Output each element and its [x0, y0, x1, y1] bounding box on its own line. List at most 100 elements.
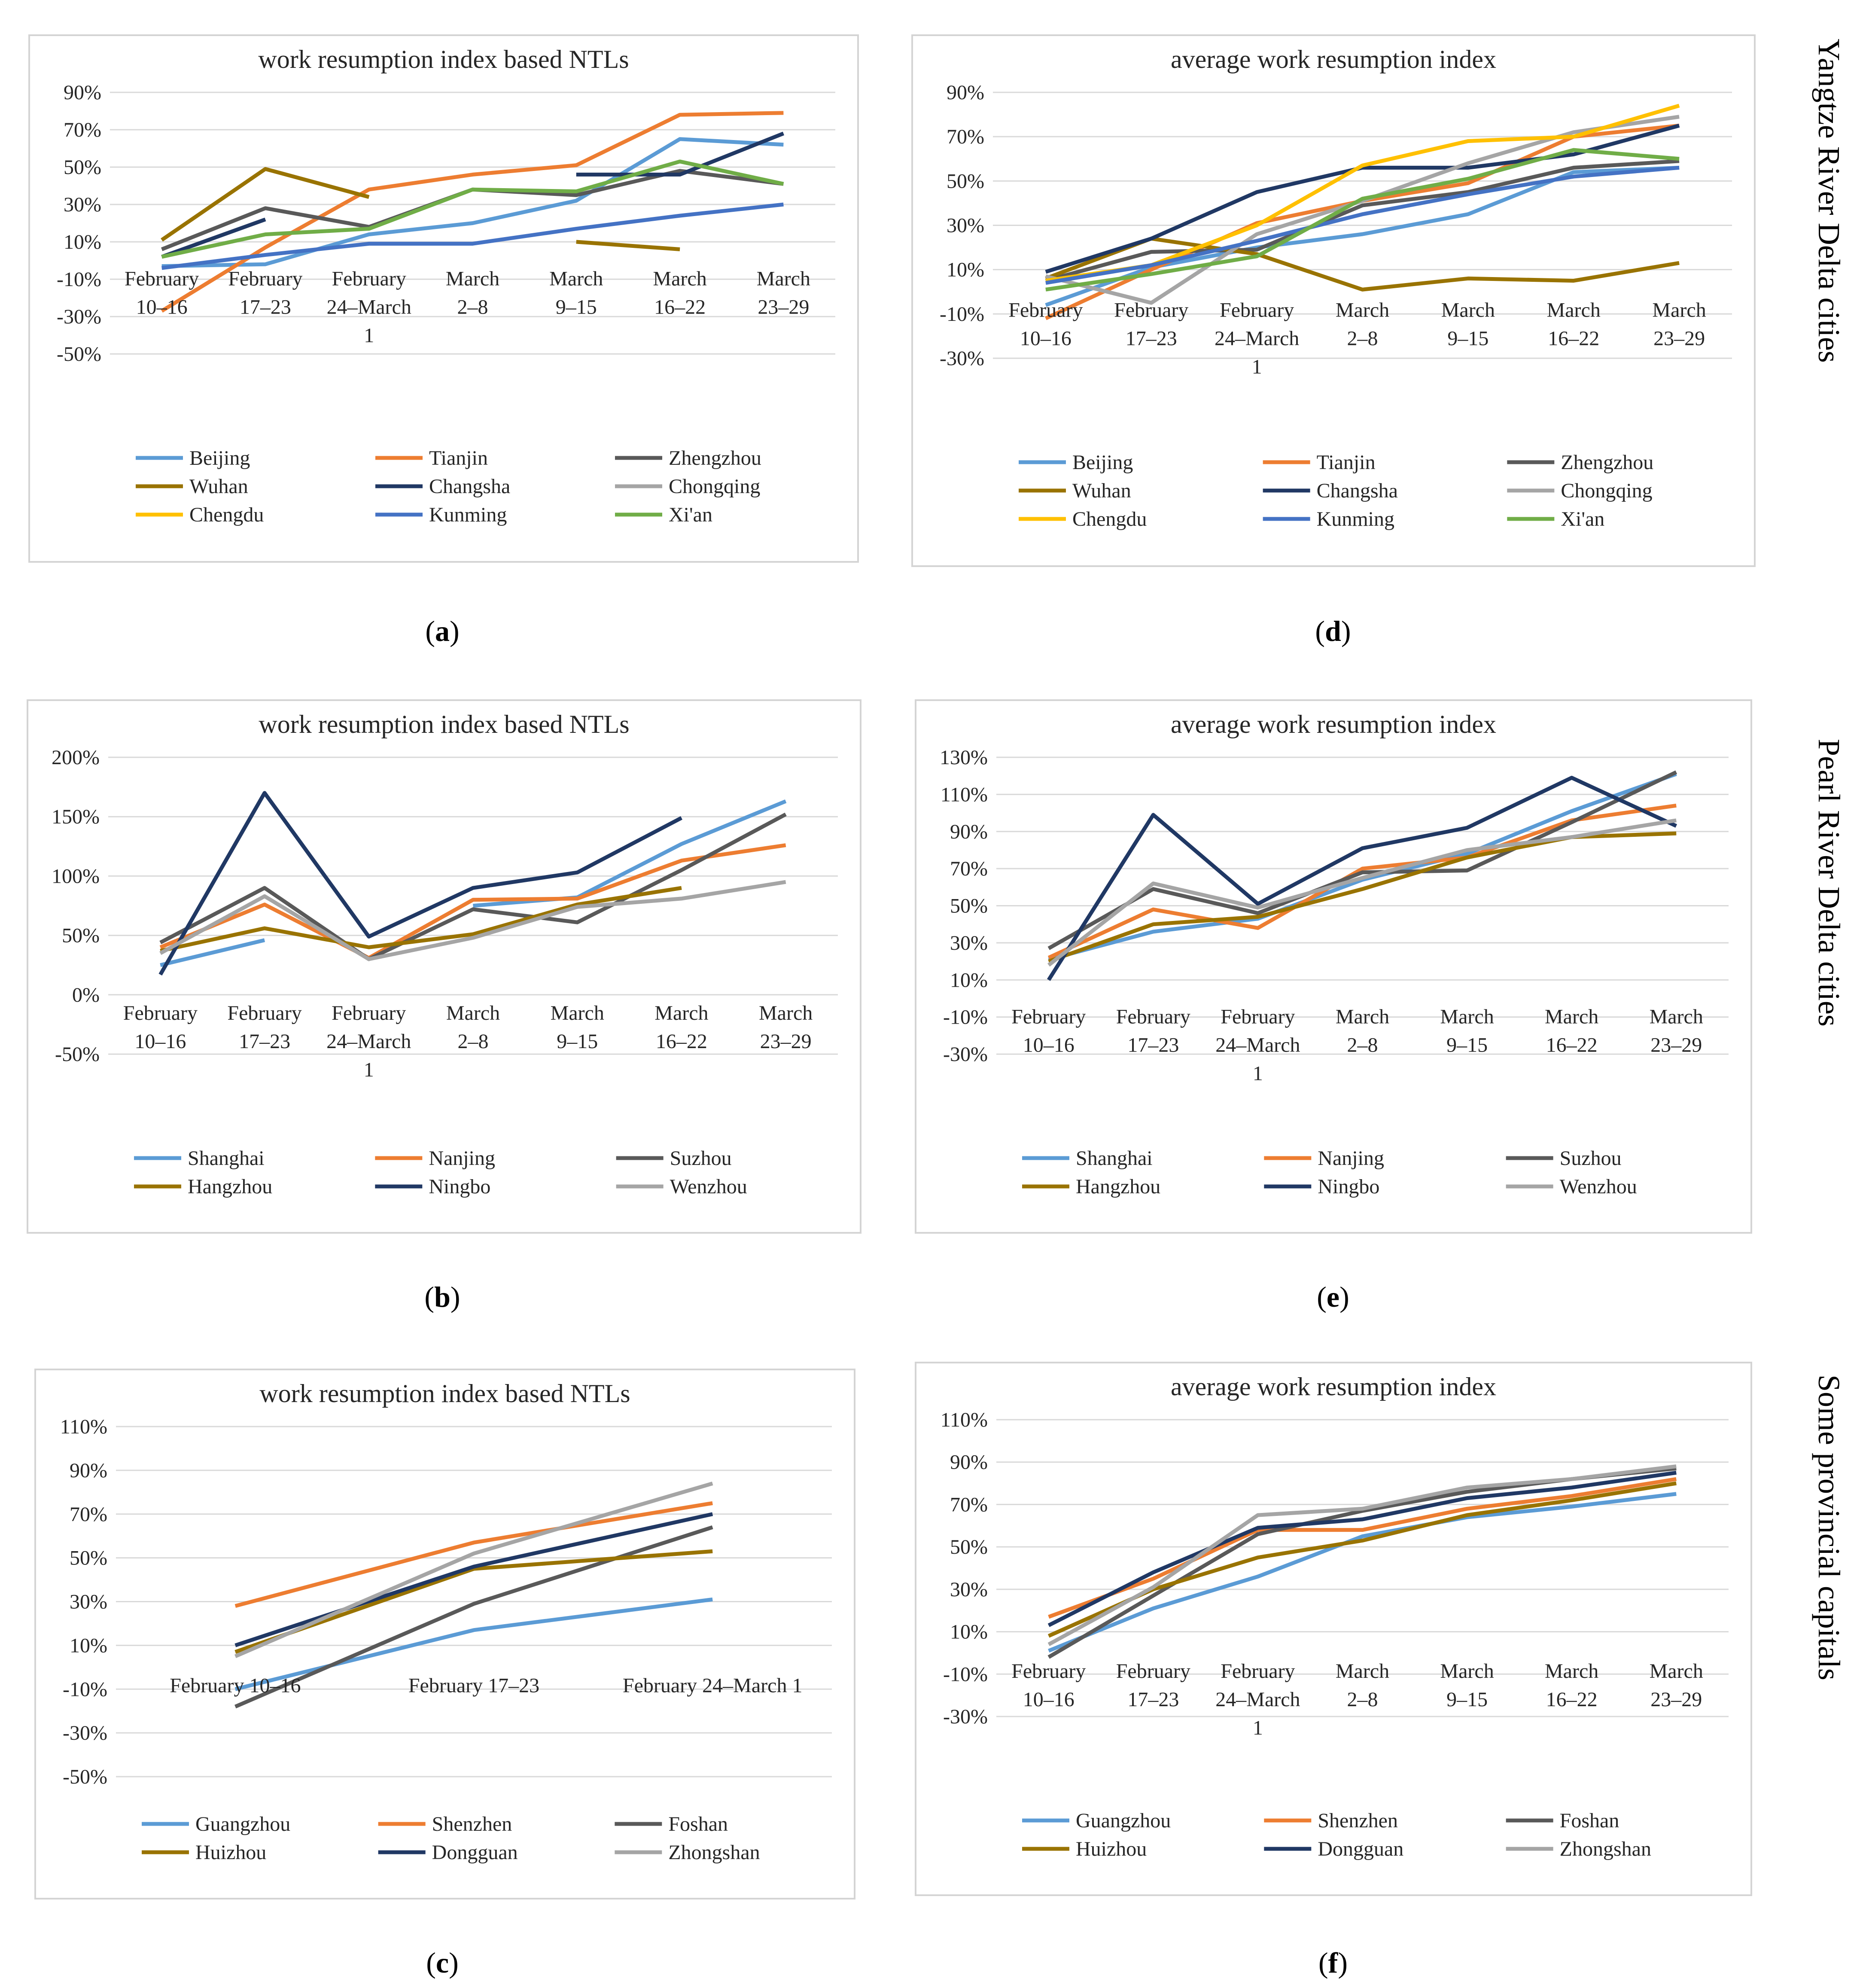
chart-f-y-tick: 110%: [941, 1409, 988, 1431]
chart-a-series-kunming: [161, 202, 784, 270]
chart-b-y-tick: 50%: [62, 924, 100, 947]
chart-d-legend-label: Beijing: [1072, 451, 1133, 474]
chart-a-x-tick: February 10–16: [125, 268, 199, 319]
chart-d-series-xian: [1045, 148, 1680, 292]
chart-c-series-dongguan: [234, 1512, 713, 1647]
chart-a-legend-label: Chengdu: [189, 503, 264, 526]
chart-d-x-tick: February 17–23: [1114, 299, 1188, 350]
chart-e-y-tick: 50%: [950, 895, 988, 918]
chart-f-y-tick: 50%: [950, 1536, 988, 1558]
chart-a-svg: work resumption index based NTLs 90% 70% 50…: [28, 34, 859, 563]
chart-d-y-tick: 50%: [947, 170, 984, 192]
chart-a-y-tick: -50%: [57, 343, 101, 366]
chart-c-svg: work resumption index based NTLs 110% 90% 7…: [34, 1369, 855, 1900]
chart-c-y-tick: -50%: [63, 1765, 107, 1788]
chart-f-legend-label: Huizhou: [1076, 1838, 1147, 1860]
chart-a-series-beijing: [161, 137, 784, 268]
chart-d-legend-label: Xi'an: [1561, 508, 1604, 531]
chart-b-x-tick: March 2–8: [446, 1002, 500, 1053]
chart-a-series-tianjin: [161, 111, 784, 313]
chart-a-series-xian: [161, 159, 784, 259]
chart-a-y-tick: 90%: [64, 81, 101, 104]
chart-d-y-tick: -30%: [940, 347, 984, 370]
chart-f-y-tick: 90%: [950, 1451, 988, 1474]
chart-b-y-tick: 100%: [52, 865, 100, 887]
chart-b-y-tick: 0%: [72, 984, 100, 1006]
chart-a-y-tick: 10%: [64, 231, 101, 253]
chart-f-x-tick: March 23–29: [1650, 1660, 1703, 1711]
caption-c: (c): [426, 1946, 459, 1979]
chart-c-series-guangzhou: [234, 1597, 713, 1691]
chart-c-title: work resumption index based NTLs: [259, 1379, 630, 1408]
chart-f-series-dongguan: [1047, 1470, 1677, 1627]
chart-c-y-tick: 70%: [70, 1503, 107, 1526]
chart-a-legend-label: Tianjin: [429, 447, 488, 470]
chart-d-legend-label: Zhengzhou: [1561, 451, 1653, 474]
chart-f-series-zhongshan: [1047, 1464, 1677, 1647]
chart-c-x-tick: February 24–March 1: [623, 1674, 803, 1697]
chart-b-legend-label: Shanghai: [188, 1147, 265, 1170]
chart-e-x-tick: February 24–March 1: [1215, 1005, 1300, 1085]
chart-b-series-shanghai: [160, 938, 265, 967]
chart-f-legend-label: Foshan: [1560, 1809, 1619, 1832]
chart-c-legend-label: Dongguan: [432, 1841, 518, 1864]
chart-a-x-tick: February 17–23: [228, 268, 302, 319]
chart-a-legend-label: Zhengzhou: [669, 447, 761, 470]
chart-panel-a: work resumption index based NTLs 90% 70% 50…: [28, 34, 859, 563]
chart-f-x-tick: February 17–23: [1116, 1660, 1190, 1711]
chart-c-frame: [34, 1369, 855, 1900]
chart-a-x-tick: February 24–March 1: [327, 268, 411, 347]
chart-a-legend-label: Kunming: [429, 503, 507, 526]
chart-f-legend-label: Guangzhou: [1076, 1809, 1171, 1832]
chart-f-title: average work resumption index: [1171, 1372, 1496, 1401]
chart-b-legend-label: Ningbo: [429, 1175, 490, 1198]
chart-a-y-tick: 30%: [64, 193, 101, 216]
chart-a-legend-label: Wuhan: [189, 475, 248, 498]
chart-e-y-tick: 110%: [941, 783, 988, 806]
chart-f-frame: [915, 1362, 1752, 1896]
chart-panel-e: average work resumption index 130% 110% 90%…: [915, 699, 1752, 1234]
chart-c-x-tick: February 10–16: [170, 1674, 301, 1697]
chart-c-y-tick: -30%: [63, 1722, 107, 1744]
chart-a-y-tick: -30%: [57, 305, 101, 328]
chart-d-svg: average work resumption index 90% 70% 50% 30…: [911, 34, 1756, 567]
chart-d-y-tick: 70%: [947, 125, 984, 148]
side-label-capitals: Some provincial capitals: [1812, 1375, 1846, 1680]
chart-f-legend-label: Shenzhen: [1318, 1809, 1398, 1832]
chart-d-x-tick: February 10–16: [1008, 299, 1083, 350]
chart-b-legend-label: Wenzhou: [670, 1175, 747, 1198]
chart-c-series-shenzhen: [234, 1501, 713, 1608]
chart-d-title: average work resumption index: [1171, 45, 1496, 73]
chart-f-svg: average work resumption index 110% 90% 70% 5…: [915, 1362, 1752, 1896]
chart-c-legend-label: Foshan: [668, 1813, 728, 1836]
chart-d-y-tick: 90%: [947, 81, 984, 104]
chart-b-series-hangzhou: [160, 886, 682, 953]
chart-b-x-tick: March 23–29: [759, 1002, 813, 1053]
chart-f-x-tick: March 2–8: [1336, 1660, 1389, 1711]
chart-a-y-tick: 50%: [64, 156, 101, 179]
chart-d-series-zhengzhou: [1045, 159, 1680, 283]
chart-a-y-tick: -10%: [57, 268, 101, 291]
chart-c-series-huizhou: [234, 1549, 713, 1654]
chart-c-legend-label: Guangzhou: [195, 1813, 290, 1836]
caption-e-letter: e: [1326, 1281, 1340, 1313]
caption-e: (e): [1317, 1281, 1349, 1313]
chart-b-x-tick: March 16–22: [654, 1002, 708, 1053]
chart-panel-b: work resumption index based NTLs 200% 150%…: [27, 699, 861, 1234]
caption-c-letter: c: [435, 1946, 449, 1979]
chart-e-y-tick: -30%: [943, 1043, 988, 1066]
chart-b-legend-label: Suzhou: [670, 1147, 732, 1170]
chart-e-y-tick: -10%: [943, 1006, 988, 1029]
chart-b-series-shanghai: [473, 799, 787, 908]
chart-panel-f: average work resumption index 110% 90% 70% 5…: [915, 1362, 1752, 1896]
chart-c-y-tick: 10%: [70, 1634, 107, 1657]
chart-d-series-beijing: [1045, 165, 1680, 307]
chart-panel-c: work resumption index based NTLs 110% 90% 7…: [34, 1369, 855, 1900]
chart-c-y-tick: 50%: [70, 1547, 107, 1570]
chart-c-series-zhongshan: [234, 1482, 713, 1658]
chart-b-y-tick: -50%: [55, 1043, 100, 1066]
chart-a-y-tick: 70%: [64, 119, 101, 141]
chart-f-y-tick: 30%: [950, 1578, 988, 1601]
chart-f-y-tick: 10%: [950, 1621, 988, 1643]
chart-c-legend-label: Huizhou: [195, 1841, 266, 1864]
